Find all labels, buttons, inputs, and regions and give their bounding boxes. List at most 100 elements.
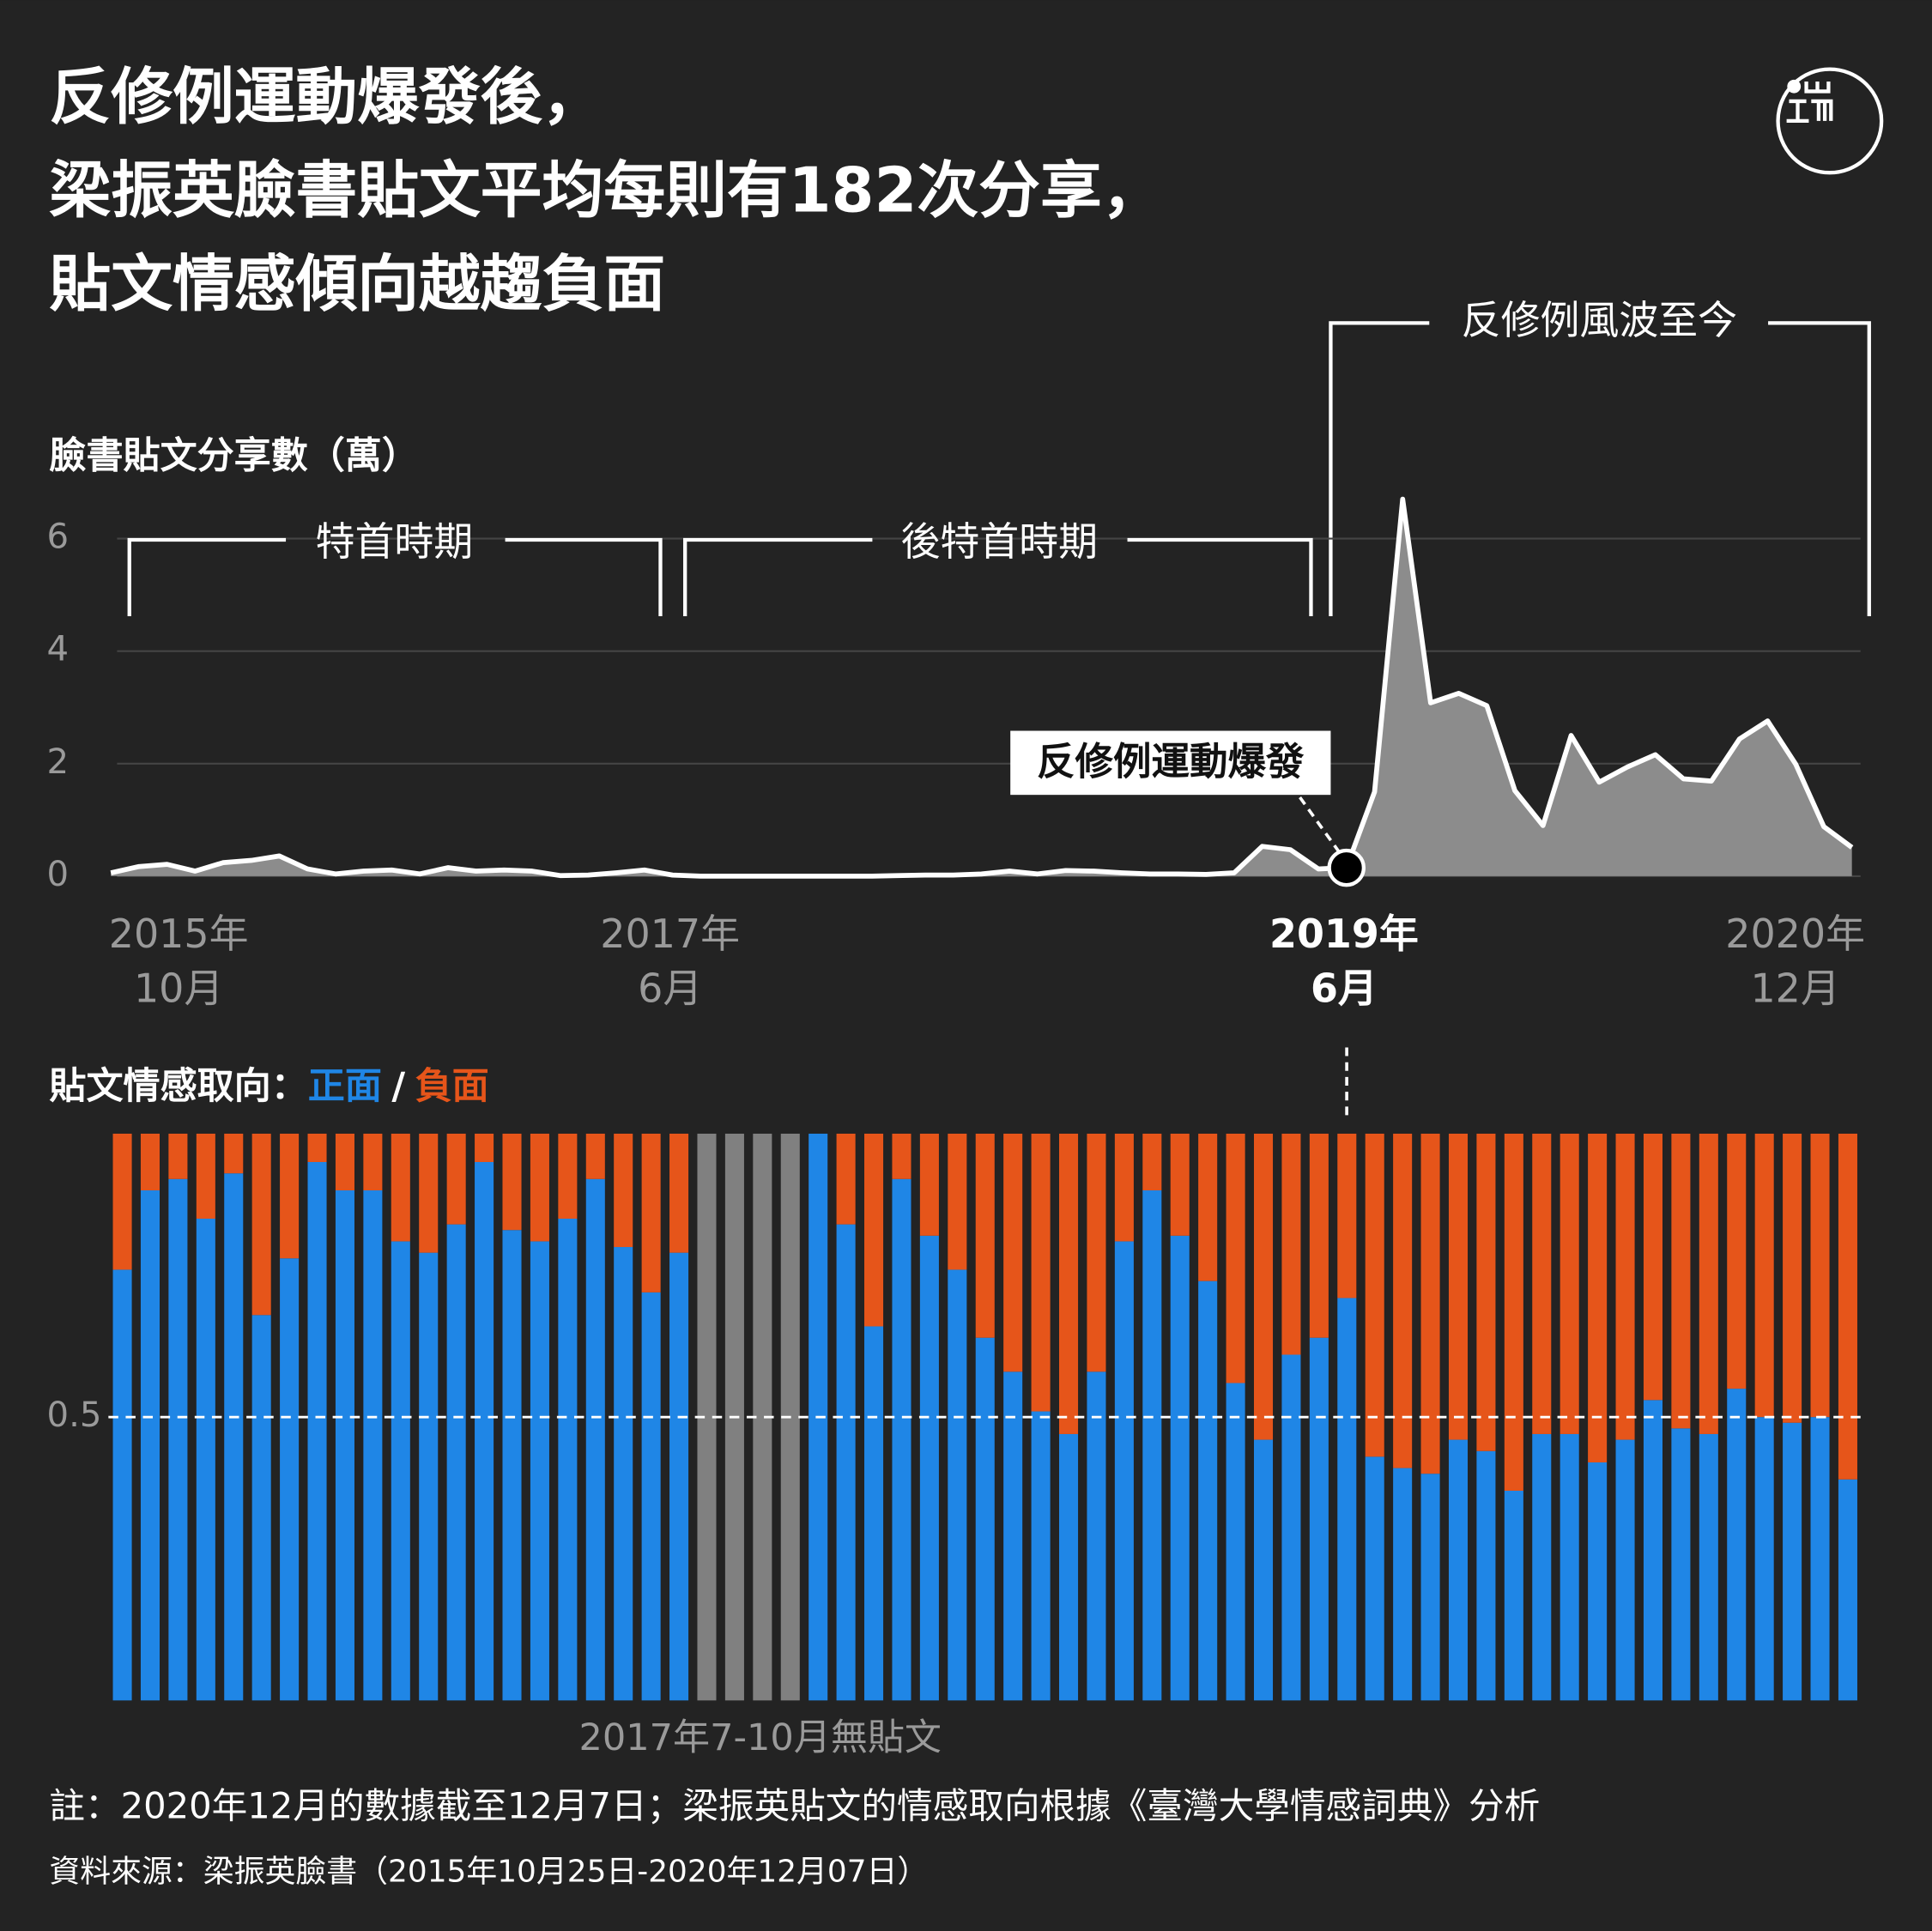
bar-segment bbox=[475, 1161, 494, 1701]
bar-segment bbox=[614, 1247, 633, 1701]
bar-segment bbox=[1003, 1133, 1023, 1372]
bar-segment bbox=[1643, 1133, 1663, 1401]
bar-segment bbox=[419, 1252, 439, 1701]
legend-separator: / bbox=[391, 1064, 405, 1107]
bar-segment bbox=[864, 1133, 884, 1327]
no-data-bar bbox=[753, 1133, 772, 1701]
bar-segment bbox=[251, 1133, 271, 1316]
bar-segment bbox=[196, 1219, 215, 1701]
bar-segment bbox=[1170, 1133, 1190, 1236]
bar-segment bbox=[1365, 1456, 1384, 1701]
bar-segment bbox=[892, 1133, 911, 1179]
highlight-marker bbox=[1327, 848, 1366, 887]
bar-segment bbox=[1615, 1439, 1635, 1701]
logo bbox=[1776, 67, 1884, 175]
bar-segment bbox=[1420, 1474, 1440, 1701]
bar-segment bbox=[1504, 1490, 1523, 1701]
annotation: 2017年7-10月無貼文 bbox=[579, 1716, 942, 1759]
bar-segment bbox=[363, 1133, 383, 1190]
source: 資料來源：梁振英臉書（2015年10月25日-2020年12月07日） bbox=[49, 1854, 928, 1889]
bar-segment bbox=[669, 1133, 689, 1253]
bar-segment bbox=[1476, 1450, 1496, 1701]
bar-segment bbox=[391, 1133, 410, 1242]
bar-segment bbox=[614, 1133, 633, 1248]
bar-segment bbox=[1087, 1371, 1106, 1701]
bar-segment bbox=[1059, 1433, 1079, 1701]
y-tick-label: 6 bbox=[47, 518, 70, 557]
bar-segment bbox=[140, 1189, 160, 1701]
bar-segment bbox=[1253, 1133, 1274, 1440]
bar-segment bbox=[251, 1315, 271, 1701]
bar-segment bbox=[1754, 1417, 1774, 1701]
bar-segment bbox=[1588, 1133, 1608, 1462]
legend-entry: 正面 bbox=[308, 1064, 382, 1107]
bar-segment bbox=[196, 1133, 215, 1220]
bar-segment bbox=[1727, 1133, 1747, 1389]
bar-segment bbox=[1615, 1133, 1635, 1440]
callout-box bbox=[1010, 730, 1331, 796]
bar-segment bbox=[280, 1258, 300, 1701]
bar-segment bbox=[975, 1337, 995, 1701]
bar-segment bbox=[1532, 1433, 1552, 1701]
y-tick-label: 0 bbox=[47, 855, 70, 894]
bar-segment bbox=[1810, 1417, 1830, 1701]
bar-segment bbox=[530, 1133, 549, 1242]
bar-segment bbox=[1198, 1280, 1218, 1701]
x-tick-label: 2019年 6月 bbox=[1269, 911, 1419, 1011]
bar-segment bbox=[1337, 1298, 1357, 1701]
bar-segment bbox=[1727, 1389, 1747, 1701]
bar-segment bbox=[1754, 1133, 1774, 1418]
bar-segment bbox=[1142, 1133, 1162, 1190]
bar-segment bbox=[446, 1224, 466, 1701]
bar-segment bbox=[1281, 1354, 1301, 1701]
bar-segment bbox=[1114, 1133, 1134, 1242]
bar-segment bbox=[1588, 1462, 1608, 1701]
bar-segment bbox=[1309, 1337, 1329, 1701]
bar-segment bbox=[1810, 1133, 1830, 1418]
bar-segment bbox=[836, 1133, 856, 1225]
bar-segment bbox=[1309, 1133, 1329, 1338]
note: 註：2020年12月的數據截至12月7日；梁振英貼文的情感取向根據《臺灣大學情感… bbox=[49, 1785, 1540, 1827]
bar-segment bbox=[1365, 1133, 1384, 1457]
bar-segment bbox=[1087, 1133, 1106, 1372]
bar-segment bbox=[1532, 1133, 1552, 1434]
bar-segment bbox=[1838, 1479, 1857, 1701]
bar-segment bbox=[307, 1161, 327, 1701]
bar-segment bbox=[1337, 1133, 1357, 1298]
bar-segment bbox=[1699, 1133, 1718, 1434]
x-tick-label: 2020年 12月 bbox=[1725, 911, 1865, 1011]
bar-segment bbox=[669, 1252, 689, 1701]
legend-entry: 負面 bbox=[415, 1064, 489, 1107]
bar-segment bbox=[502, 1133, 522, 1231]
no-data-bar bbox=[697, 1133, 717, 1701]
bar-segment bbox=[224, 1173, 244, 1701]
bar-segment bbox=[1448, 1133, 1469, 1440]
bar-segment bbox=[1198, 1133, 1218, 1281]
callout: 反修例運動爆發 bbox=[1037, 740, 1305, 784]
bar-segment bbox=[224, 1133, 244, 1174]
annotation: 後特首時期 bbox=[900, 518, 1098, 565]
bar-segment bbox=[335, 1189, 354, 1701]
bar-segment bbox=[391, 1241, 410, 1701]
bar-segment bbox=[558, 1133, 578, 1220]
bar-segment bbox=[1226, 1383, 1245, 1701]
bar-segment bbox=[1783, 1133, 1802, 1423]
bar-segment bbox=[919, 1133, 939, 1236]
y-tick-label: 4 bbox=[47, 630, 70, 669]
bar-title: 貼文情感取向：正面 / 負面 bbox=[49, 1064, 488, 1107]
title-line: 反修例運動爆發後， bbox=[49, 60, 603, 132]
bar-segment bbox=[502, 1230, 522, 1701]
bracket bbox=[127, 537, 663, 617]
bar-segment bbox=[1393, 1133, 1413, 1468]
bar-segment bbox=[1142, 1189, 1162, 1701]
bar-segment bbox=[948, 1269, 967, 1701]
bar-segment bbox=[1281, 1133, 1301, 1355]
bar-segment bbox=[363, 1189, 383, 1701]
bar-segment bbox=[1226, 1133, 1245, 1383]
bar-segment bbox=[1783, 1422, 1802, 1701]
y-axis-label: 臉書貼文分享數（萬） bbox=[49, 435, 418, 478]
bar-segment bbox=[585, 1133, 605, 1179]
bar-segment bbox=[641, 1133, 661, 1292]
title-line: 貼文情感傾向越趨負面 bbox=[49, 248, 665, 320]
